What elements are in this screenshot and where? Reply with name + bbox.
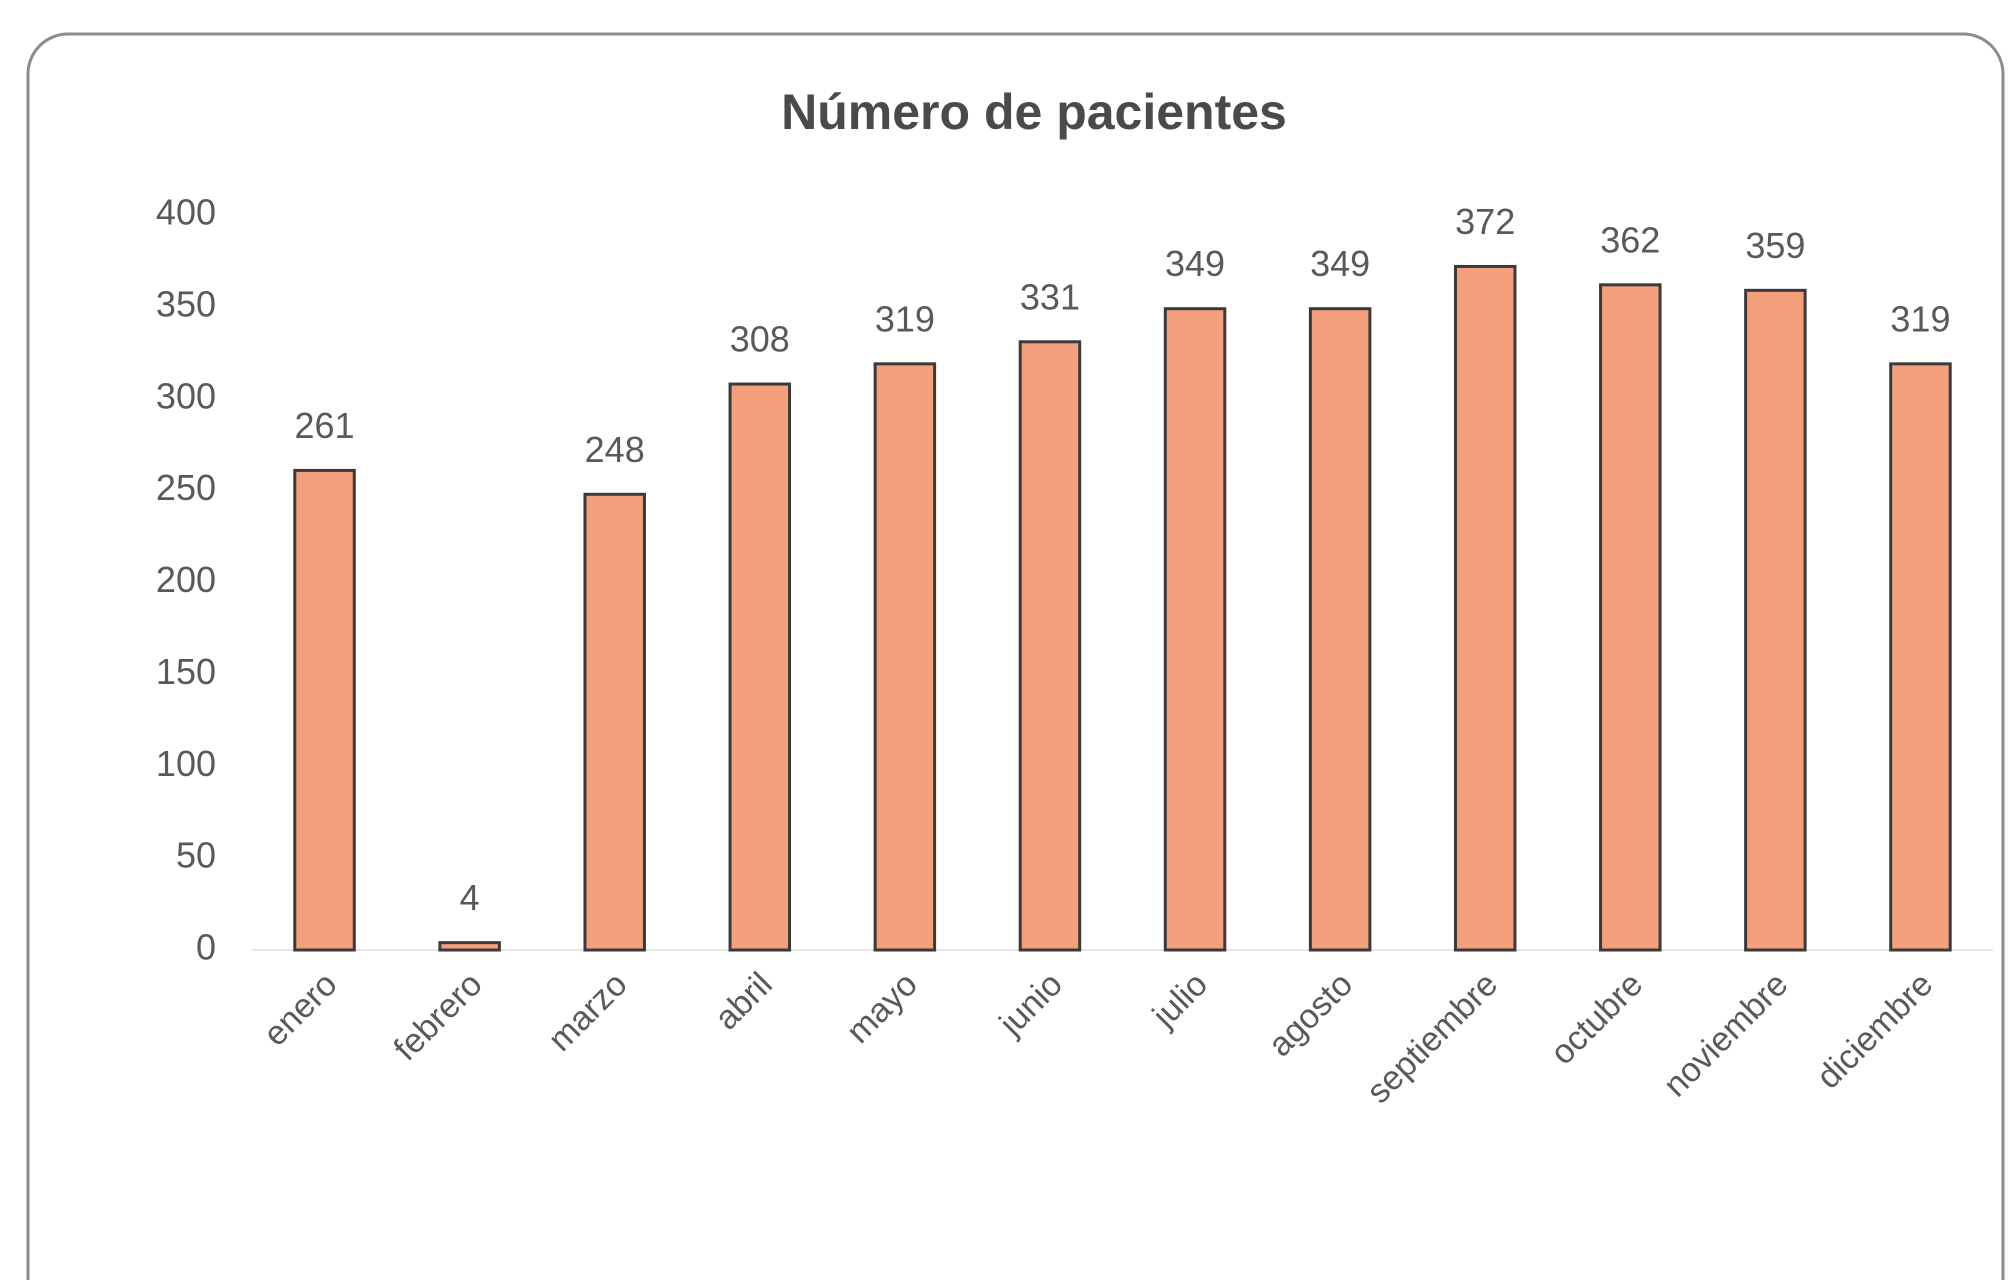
bar	[728, 382, 792, 952]
y-tick-label: 400	[156, 192, 216, 233]
data-label: 349	[1165, 243, 1225, 284]
bar	[1018, 340, 1082, 952]
y-tick-label: 300	[156, 375, 216, 416]
chart-title: Número de pacientes	[781, 84, 1287, 140]
data-label: 349	[1310, 243, 1370, 284]
data-label: 308	[730, 319, 790, 360]
data-label: 319	[1890, 298, 1950, 339]
data-label: 331	[1020, 276, 1080, 317]
y-tick-label: 350	[156, 283, 216, 324]
bar	[1308, 307, 1372, 952]
data-label: 362	[1600, 219, 1660, 260]
y-tick-label: 250	[156, 467, 216, 508]
bar	[1744, 288, 1807, 952]
y-tick-label: 200	[156, 559, 216, 600]
data-label: 319	[875, 298, 935, 339]
bar	[1163, 307, 1227, 952]
bar	[1889, 362, 1952, 952]
y-tick-label: 0	[196, 927, 216, 968]
bar	[293, 468, 356, 952]
y-tick-label: 100	[156, 743, 216, 784]
data-label: 261	[295, 405, 355, 446]
y-tick-label: 150	[156, 651, 216, 692]
data-label: 359	[1745, 225, 1805, 266]
data-label: 4	[460, 877, 480, 918]
data-label: 372	[1455, 201, 1515, 242]
bar	[873, 362, 937, 952]
bar	[1599, 283, 1662, 952]
bar	[583, 492, 646, 952]
y-tick-label: 50	[176, 835, 216, 876]
bar	[1453, 264, 1517, 952]
data-label: 248	[585, 429, 645, 470]
bar	[438, 941, 501, 952]
